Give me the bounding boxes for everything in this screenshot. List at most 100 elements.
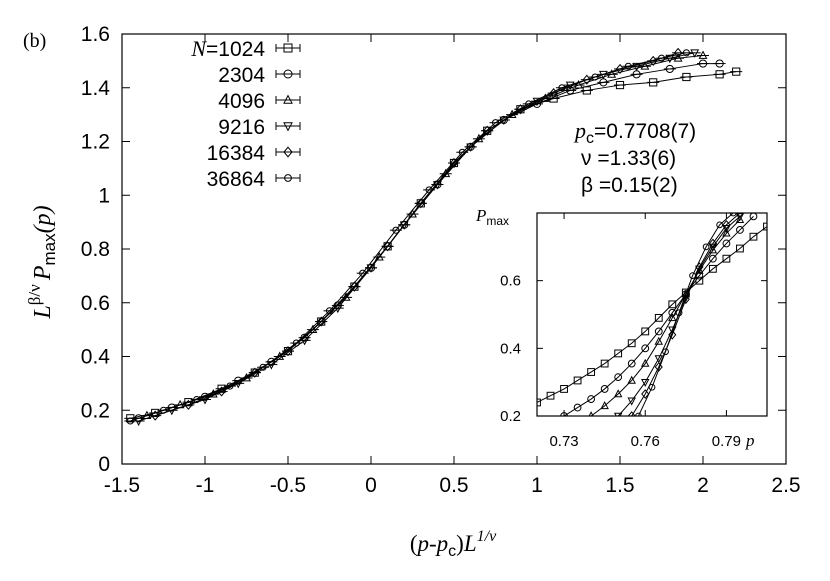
legend-label: N=1024 — [190, 36, 265, 61]
x-tick-label: 1 — [531, 474, 543, 497]
data-point — [574, 80, 583, 89]
inset-data-point — [654, 313, 663, 322]
y-tick-label: 0.4 — [81, 346, 111, 369]
inset-data-point — [722, 239, 731, 248]
legend-label: 16384 — [207, 142, 266, 165]
inset-data-point — [641, 358, 650, 367]
data-point — [715, 70, 724, 79]
inset-data-point — [641, 327, 650, 336]
x-tick-label: 1.5 — [605, 474, 634, 497]
x-tick-label: 2 — [697, 474, 709, 497]
data-point — [549, 88, 558, 99]
main-series — [124, 47, 743, 427]
data-point — [425, 186, 433, 194]
inset-data-point — [627, 339, 636, 348]
inset-series — [537, 213, 767, 416]
inset-y-tick-label: 0.2 — [500, 408, 521, 425]
legend-entry: 16384 — [207, 142, 301, 165]
x-tick-label: 0.5 — [439, 474, 468, 497]
inset-series-line — [537, 226, 767, 403]
x-tick-label: 0 — [365, 474, 377, 497]
inset-data-point — [613, 389, 623, 398]
data-point — [416, 198, 426, 209]
data-point — [399, 221, 409, 230]
pc-annotation: pc=0.7708(7) — [573, 118, 696, 147]
x-axis-label: (p-pc)L1/ν — [410, 528, 497, 560]
legend-label: 9216 — [218, 116, 265, 139]
inset-x-tick-label: 0.73 — [549, 433, 578, 450]
data-point — [491, 119, 500, 127]
inset-data-point — [641, 389, 650, 399]
y-tick-label: 1.2 — [81, 131, 110, 154]
data-point — [615, 63, 625, 75]
inset-data-point — [722, 254, 731, 263]
inset-data-point — [587, 368, 596, 376]
inset-data-point — [702, 243, 710, 251]
data-point — [325, 307, 334, 315]
data-point — [690, 49, 700, 58]
inset-data-point — [537, 398, 541, 407]
inset-data-point — [749, 232, 758, 241]
data-point — [466, 143, 476, 152]
inset-data-point — [749, 213, 758, 221]
inset-data-point — [735, 213, 744, 218]
inset-data-point — [654, 327, 663, 336]
inset-data-point — [627, 411, 636, 416]
data-point — [383, 241, 392, 252]
legend-entry: 36864 — [207, 168, 301, 191]
inset-data-point — [654, 362, 663, 372]
inset-data-point — [681, 294, 690, 305]
data-point — [665, 64, 674, 74]
data-point — [333, 304, 343, 314]
inset-data-point — [668, 313, 677, 322]
legend-entry: 9216 — [218, 116, 301, 139]
inset-data-point — [675, 309, 683, 317]
inset-series-line — [638, 213, 734, 416]
y-tick-label: 1.6 — [81, 23, 110, 46]
inset-x-tick-label: 0.76 — [631, 433, 660, 450]
legend-entry: N=1024 — [190, 36, 301, 61]
inset-data-point — [600, 401, 609, 410]
legend-entry: 2304 — [218, 64, 301, 87]
inset-data-point — [654, 336, 663, 345]
data-point — [632, 62, 642, 72]
data-point — [184, 398, 193, 407]
data-point — [151, 408, 160, 418]
data-point — [316, 316, 326, 327]
inset-data-point — [573, 403, 582, 412]
legend-label: 4096 — [218, 90, 265, 113]
data-point — [640, 61, 650, 70]
y-tick-label: 0.2 — [81, 399, 110, 422]
inset-data-point — [708, 238, 717, 249]
inset-series-line — [590, 219, 741, 416]
data-point — [259, 363, 267, 371]
y-tick-label: 0.6 — [81, 292, 110, 315]
data-point — [558, 84, 566, 92]
data-point — [193, 395, 201, 404]
svg-text:Lβ/νPmax(p): Lβ/νPmax(p) — [25, 205, 59, 319]
inset-ticks: 0.73 0.76 0.79 0.2 0.4 0.6 — [500, 213, 767, 450]
legend-marker — [284, 174, 292, 182]
data-point — [673, 53, 683, 62]
inset-data-point — [689, 272, 696, 279]
inset-data-point — [708, 264, 717, 273]
inset-data-point — [600, 359, 609, 368]
legend-marker — [283, 122, 293, 132]
inset-y-tick-label: 0.4 — [500, 340, 521, 357]
data-point — [233, 379, 243, 389]
data-point — [525, 100, 533, 108]
inset-data-point — [627, 375, 636, 384]
inset-x-tick-label: 0.79 — [712, 433, 741, 450]
data-point — [698, 50, 708, 59]
beta-annotation: β =0.15(2) — [581, 174, 678, 197]
inset-data-point — [641, 378, 650, 387]
svg-text:(p-pc)L1/ν: (p-pc)L1/ν — [410, 528, 497, 560]
data-point — [582, 74, 592, 85]
legend-marker — [283, 43, 293, 53]
data-point — [682, 49, 690, 57]
data-point — [732, 67, 741, 76]
data-point — [607, 69, 617, 78]
inset-y-tick-label: 0.6 — [500, 273, 521, 290]
data-point — [516, 104, 525, 115]
